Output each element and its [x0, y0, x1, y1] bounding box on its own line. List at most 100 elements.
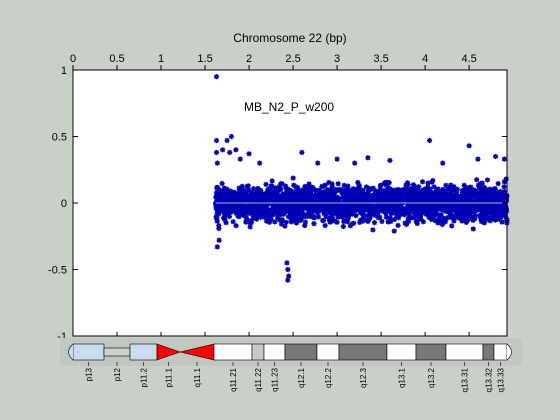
data-point: [345, 183, 351, 189]
data-point: [415, 213, 421, 219]
data-point: [494, 195, 500, 201]
data-point: [233, 223, 239, 229]
data-point: [291, 208, 297, 214]
data-point: [322, 222, 328, 229]
data-point: [413, 218, 419, 224]
data-point: [297, 190, 303, 196]
data-point: [318, 189, 324, 195]
data-point: [258, 187, 264, 194]
data-point: [303, 187, 309, 193]
data-point: [254, 198, 260, 204]
data-point: [464, 211, 470, 218]
data-point: [444, 197, 450, 203]
data-point: [427, 205, 433, 211]
data-point: [375, 198, 381, 204]
data-point: [266, 196, 272, 202]
data-point: [272, 219, 278, 225]
data-point: [327, 219, 333, 225]
data-point: [488, 208, 494, 215]
data-point: [216, 237, 222, 243]
data-point: [451, 199, 458, 205]
data-point: [306, 199, 313, 205]
data-point: [254, 216, 260, 222]
data-point: [471, 194, 477, 200]
data-point: [331, 209, 337, 215]
data-point: [304, 212, 310, 218]
data-point: [287, 213, 293, 220]
data-point: [349, 208, 355, 214]
data-point: [493, 207, 500, 214]
data-point: [336, 196, 342, 202]
band-label: q11.23: [271, 367, 280, 391]
data-point: [329, 206, 335, 212]
data-point: [222, 217, 228, 223]
data-point: [398, 188, 405, 195]
data-point: [225, 212, 231, 218]
data-point: [272, 188, 278, 195]
data-point: [213, 201, 219, 207]
data-point: [485, 206, 491, 213]
data-point: [329, 218, 335, 224]
data-point: [379, 189, 385, 195]
data-point: [327, 190, 334, 196]
data-point: [350, 186, 356, 192]
data-point: [403, 198, 409, 204]
data-point: [315, 160, 321, 166]
data-point: [228, 209, 234, 215]
data-point: [368, 205, 374, 212]
data-point: [333, 186, 339, 193]
data-point: [383, 214, 389, 220]
data-point: [383, 210, 389, 216]
data-point: [372, 189, 378, 195]
ideogram-band: [72, 343, 105, 361]
data-point: [268, 216, 274, 222]
data-point: [271, 202, 278, 208]
data-point: [487, 190, 493, 196]
data-point: [268, 189, 275, 195]
data-point: [409, 190, 415, 196]
data-point: [282, 194, 288, 200]
data-point: [503, 176, 509, 182]
data-point: [228, 133, 235, 140]
data-point: [216, 202, 222, 208]
data-point: [308, 196, 315, 203]
data-point: [501, 156, 507, 162]
data-point: [478, 216, 484, 222]
data-point: [276, 184, 282, 190]
data-point: [449, 215, 455, 221]
data-point: [402, 189, 408, 195]
data-point: [285, 277, 291, 283]
data-point: [352, 193, 359, 199]
data-point: [383, 202, 390, 208]
data-point: [220, 190, 226, 196]
data-point: [408, 205, 414, 211]
data-point: [461, 208, 467, 214]
data-point: [395, 202, 401, 208]
data-point: [300, 190, 306, 196]
data-point: [348, 188, 354, 194]
data-point: [379, 202, 386, 208]
data-point: [334, 156, 340, 162]
ideogram-band: [415, 343, 447, 361]
data-point: [386, 180, 392, 186]
data-point: [347, 211, 353, 217]
data-point: [232, 208, 238, 214]
data-point: [416, 215, 423, 221]
data-point: [216, 223, 222, 229]
data-point: [274, 215, 281, 221]
data-point: [469, 214, 475, 220]
data-point: [372, 211, 378, 217]
data-point: [447, 183, 454, 190]
x-tick-label: 2: [246, 53, 252, 65]
data-point: [263, 194, 270, 200]
data-point: [320, 217, 326, 224]
data-point: [283, 219, 289, 225]
data-point: [296, 201, 302, 207]
data-point: [444, 207, 450, 213]
data-point: [399, 199, 406, 205]
data-point: [481, 220, 487, 226]
data-point: [259, 210, 265, 217]
data-point: [264, 204, 270, 210]
data-point: [278, 181, 284, 187]
